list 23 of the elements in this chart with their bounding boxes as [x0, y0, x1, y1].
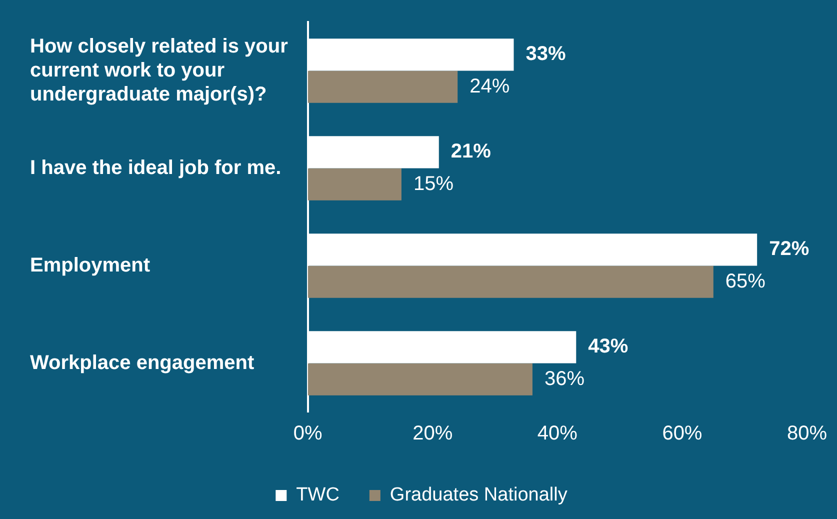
bar — [308, 70, 458, 103]
x-tick-label: 80% — [786, 422, 828, 445]
data-label: 24% — [470, 75, 510, 98]
x-tick-label: 40% — [537, 422, 578, 445]
bar — [308, 168, 402, 200]
y-tick-label: How closely related is your current work to your undergraduate major(s)? — [30, 35, 288, 106]
y-tick-label: Employment — [30, 254, 150, 276]
legend-label: TWC — [296, 484, 340, 506]
data-label: 43% — [588, 336, 628, 358]
bar — [308, 363, 532, 396]
x-tick-label: 20% — [412, 422, 453, 445]
data-label: 15% — [413, 172, 454, 195]
bar — [308, 266, 714, 298]
data-label: 21% — [450, 140, 492, 163]
x-tick-label: 0% — [293, 422, 323, 445]
data-label: 33% — [526, 43, 566, 66]
y-tick-label: Workplace engagement — [30, 352, 254, 374]
y-tick-label: I have the ideal job for me. — [30, 156, 282, 179]
data-label: 72% — [769, 238, 810, 260]
data-label: 36% — [544, 368, 585, 390]
data-label: 65% — [725, 270, 766, 292]
x-tick-label: 60% — [662, 422, 702, 445]
legend-label: Graduates Nationally — [390, 484, 568, 506]
